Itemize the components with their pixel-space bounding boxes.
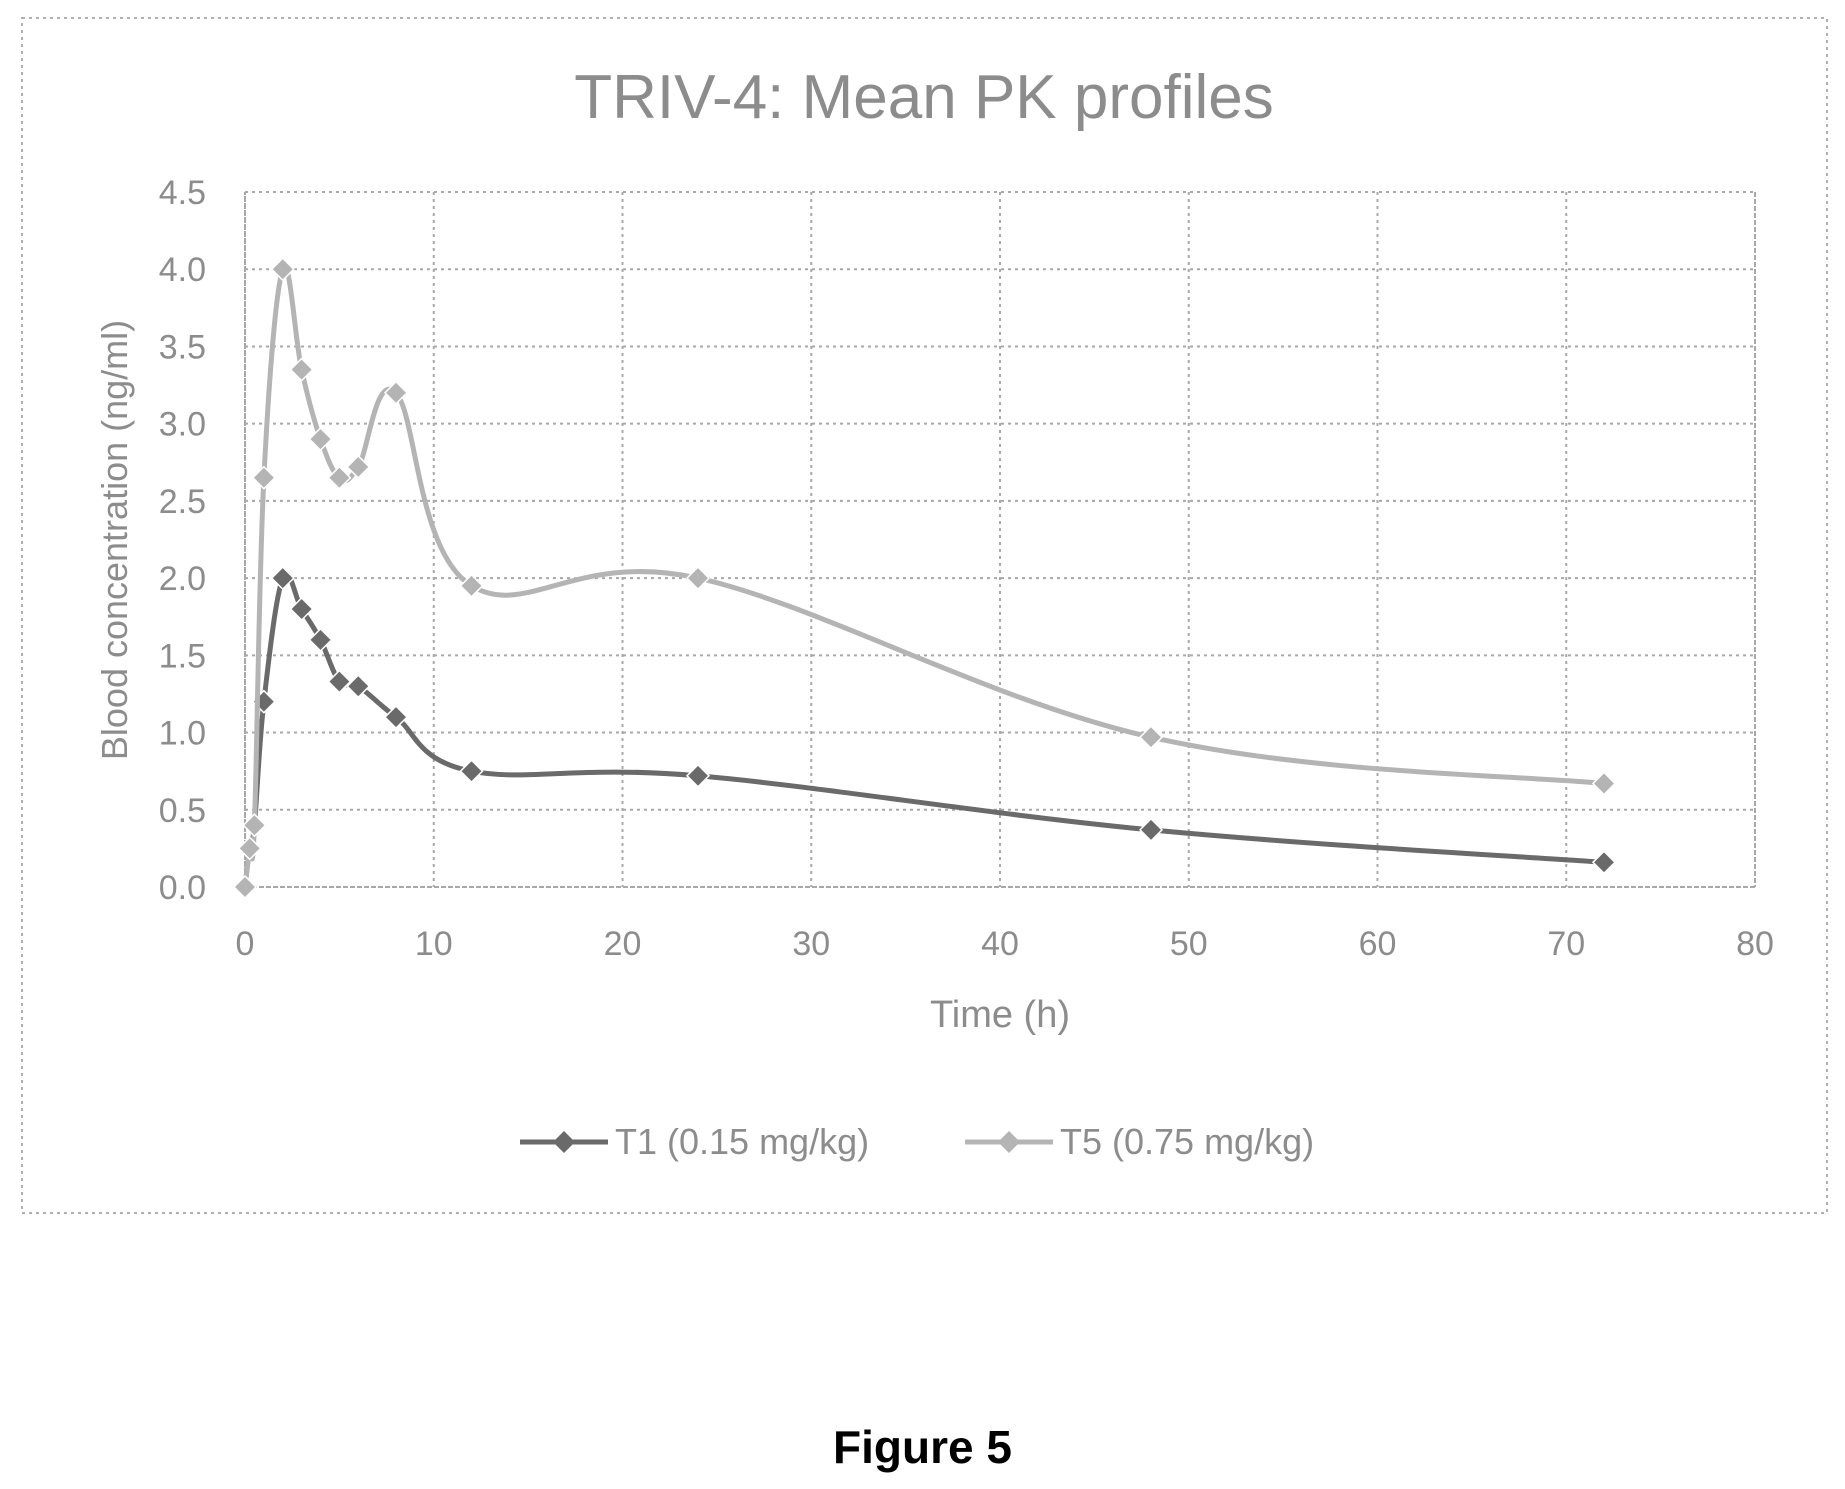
data-point-2 [232, 874, 258, 900]
data-point-1 [459, 759, 484, 784]
x-tick-label: 80 [1736, 925, 1774, 963]
data-point-1 [383, 705, 409, 730]
legend: T1 (0.15 mg/kg) T5 (0.75 mg/kg) [520, 1121, 1314, 1162]
data-point-2 [383, 380, 409, 405]
y-tick-label: 3.0 [159, 406, 206, 444]
y-tick-label: 2.5 [159, 483, 206, 521]
x-tick-label: 10 [415, 925, 453, 963]
y-tick-label: 1.0 [159, 715, 206, 753]
data-point-2 [1591, 771, 1617, 796]
y-tick-label: 2.0 [159, 560, 206, 598]
x-tick-label: 70 [1547, 925, 1585, 963]
chart-svg: TRIV-4: Mean PK profiles 0.0 0.5 1.0 1.5 2.0… [21, 17, 1828, 1214]
data-point-2 [1138, 725, 1164, 750]
x-tick-label: 60 [1359, 925, 1397, 963]
data-point-1 [327, 669, 352, 694]
y-tick-label: 4.5 [159, 174, 206, 212]
data-point-1 [308, 627, 333, 652]
data-point-2 [346, 454, 371, 479]
chart-title: TRIV-4: Mean PK profiles [574, 63, 1274, 132]
legend-label-1: T1 (0.15 mg/kg) [615, 1121, 869, 1162]
data-point-2 [251, 465, 276, 490]
y-tick-label: 0.0 [159, 869, 206, 907]
legend-label-2: T5 (0.75 mg/kg) [1060, 1121, 1314, 1162]
series-line-2 [242, 264, 1605, 888]
y-tick-label: 1.5 [159, 637, 206, 675]
data-point-2 [270, 257, 295, 282]
x-tick-label: 40 [981, 925, 1019, 963]
x-tick-label: 50 [1170, 925, 1208, 963]
y-tick-label: 0.5 [159, 792, 206, 830]
data-point-2 [308, 427, 333, 452]
data-point-1 [1138, 817, 1164, 842]
y-axis-ticks: 0.0 0.5 1.0 1.5 2.0 2.5 3.0 3.5 4.0 4.5 [159, 174, 206, 907]
x-axis-label: Time (h) [930, 994, 1070, 1036]
x-tick-label: 30 [792, 925, 830, 963]
series-lines [232, 257, 1617, 900]
y-tick-label: 4.0 [159, 251, 206, 289]
data-point-2 [327, 465, 352, 490]
legend-marker-2 [998, 1131, 1020, 1153]
y-axis-label: Blood concentration (ng/ml) [94, 320, 135, 760]
data-point-1 [346, 674, 371, 699]
data-point-1 [1591, 850, 1617, 875]
figure-caption: Figure 5 [833, 1421, 1012, 1473]
x-tick-label: 20 [604, 925, 642, 963]
data-point-2 [242, 813, 267, 838]
data-point-2 [289, 357, 314, 382]
data-point-2 [685, 566, 711, 591]
legend-marker-1 [553, 1131, 575, 1153]
x-axis-ticks: 0 10 20 30 40 50 60 70 80 [236, 925, 1774, 963]
plot-area-border [244, 191, 1756, 888]
data-point-1 [289, 596, 314, 622]
data-point-1 [685, 763, 711, 788]
data-point-2 [459, 573, 484, 598]
data-point-2 [237, 836, 262, 861]
x-tick-label: 0 [236, 925, 255, 963]
y-tick-label: 3.5 [159, 328, 206, 366]
chart-area-border [21, 17, 1828, 1214]
data-point-1 [270, 566, 295, 591]
